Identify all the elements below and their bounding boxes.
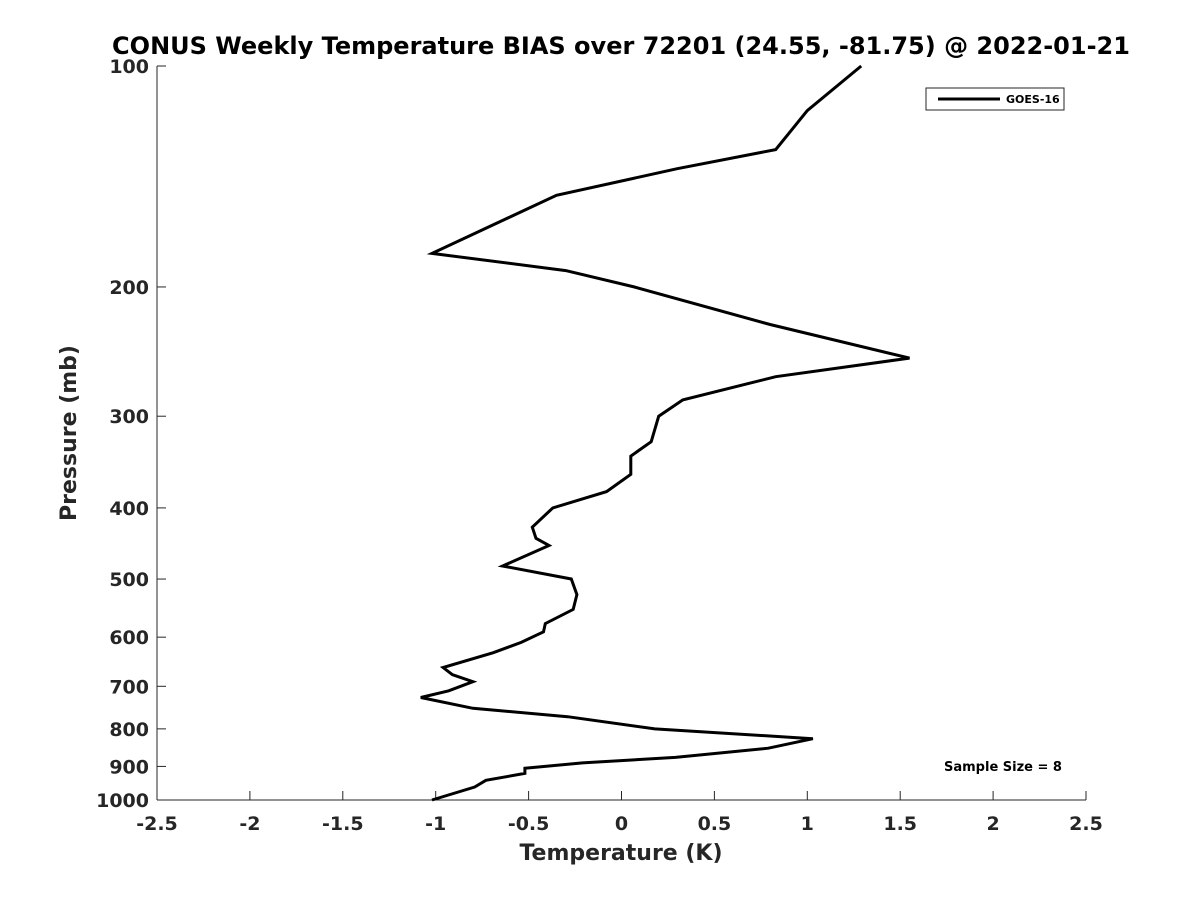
- y-tick-label: 300: [109, 406, 149, 428]
- x-tick-label: -0.5: [508, 813, 550, 835]
- sample-size-annotation: Sample Size = 8: [944, 760, 1062, 775]
- y-tick-label: 800: [109, 719, 149, 741]
- y-tick-label: 400: [109, 498, 149, 520]
- legend: GOES-16: [925, 87, 1065, 111]
- y-tick-label: 100: [109, 56, 149, 78]
- x-tick-label: 2.5: [1069, 813, 1103, 835]
- y-tick-label: 600: [109, 627, 149, 649]
- y-tick-label: 200: [109, 277, 149, 299]
- chart-title: CONUS Weekly Temperature BIAS over 72201…: [112, 32, 1130, 60]
- legend-label-goes-16: GOES-16: [1006, 93, 1060, 106]
- axes: -2.5 -2 -1.5 -1 -0.5 0 0.5 1 1.5 2 2.5 100 200 300 400…: [96, 56, 1103, 835]
- x-tick-label: 1.5: [883, 813, 917, 835]
- x-tick-label: 0: [615, 813, 628, 835]
- series-layer: [420, 64, 910, 802]
- x-tick-label: -1: [425, 813, 446, 835]
- series-line-goes-16: [420, 64, 910, 802]
- x-axis-label: Temperature (K): [519, 841, 722, 866]
- y-tick-label: 500: [109, 569, 149, 591]
- x-tick-label: 0.5: [698, 813, 732, 835]
- y-tick-label: 1000: [96, 790, 149, 812]
- y-axis-label: Pressure (mb): [57, 345, 82, 521]
- y-tick-label: 700: [109, 676, 149, 698]
- x-tick-label: -1.5: [322, 813, 364, 835]
- x-tick-label: -2: [239, 813, 260, 835]
- x-tick-label: 2: [986, 813, 999, 835]
- y-tick-label: 900: [109, 756, 149, 778]
- x-tick-label: -2.5: [136, 813, 178, 835]
- x-tick-label: 1: [801, 813, 814, 835]
